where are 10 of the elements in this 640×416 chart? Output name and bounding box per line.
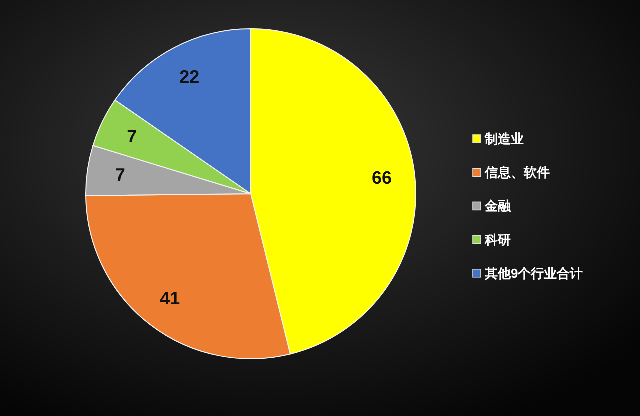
legend-label: 金融 bbox=[485, 198, 511, 214]
legend-label: 信息、软件 bbox=[485, 165, 550, 180]
data-label: 41 bbox=[160, 288, 180, 308]
data-label: 66 bbox=[372, 168, 392, 188]
legend-label: 制造业 bbox=[485, 132, 524, 146]
data-label: 7 bbox=[127, 126, 138, 147]
legend-label: 科研 bbox=[485, 232, 511, 248]
data-label: 22 bbox=[180, 67, 200, 88]
legend-label: 其他9个行业合计 bbox=[485, 266, 584, 281]
data-label: 7 bbox=[115, 165, 126, 186]
